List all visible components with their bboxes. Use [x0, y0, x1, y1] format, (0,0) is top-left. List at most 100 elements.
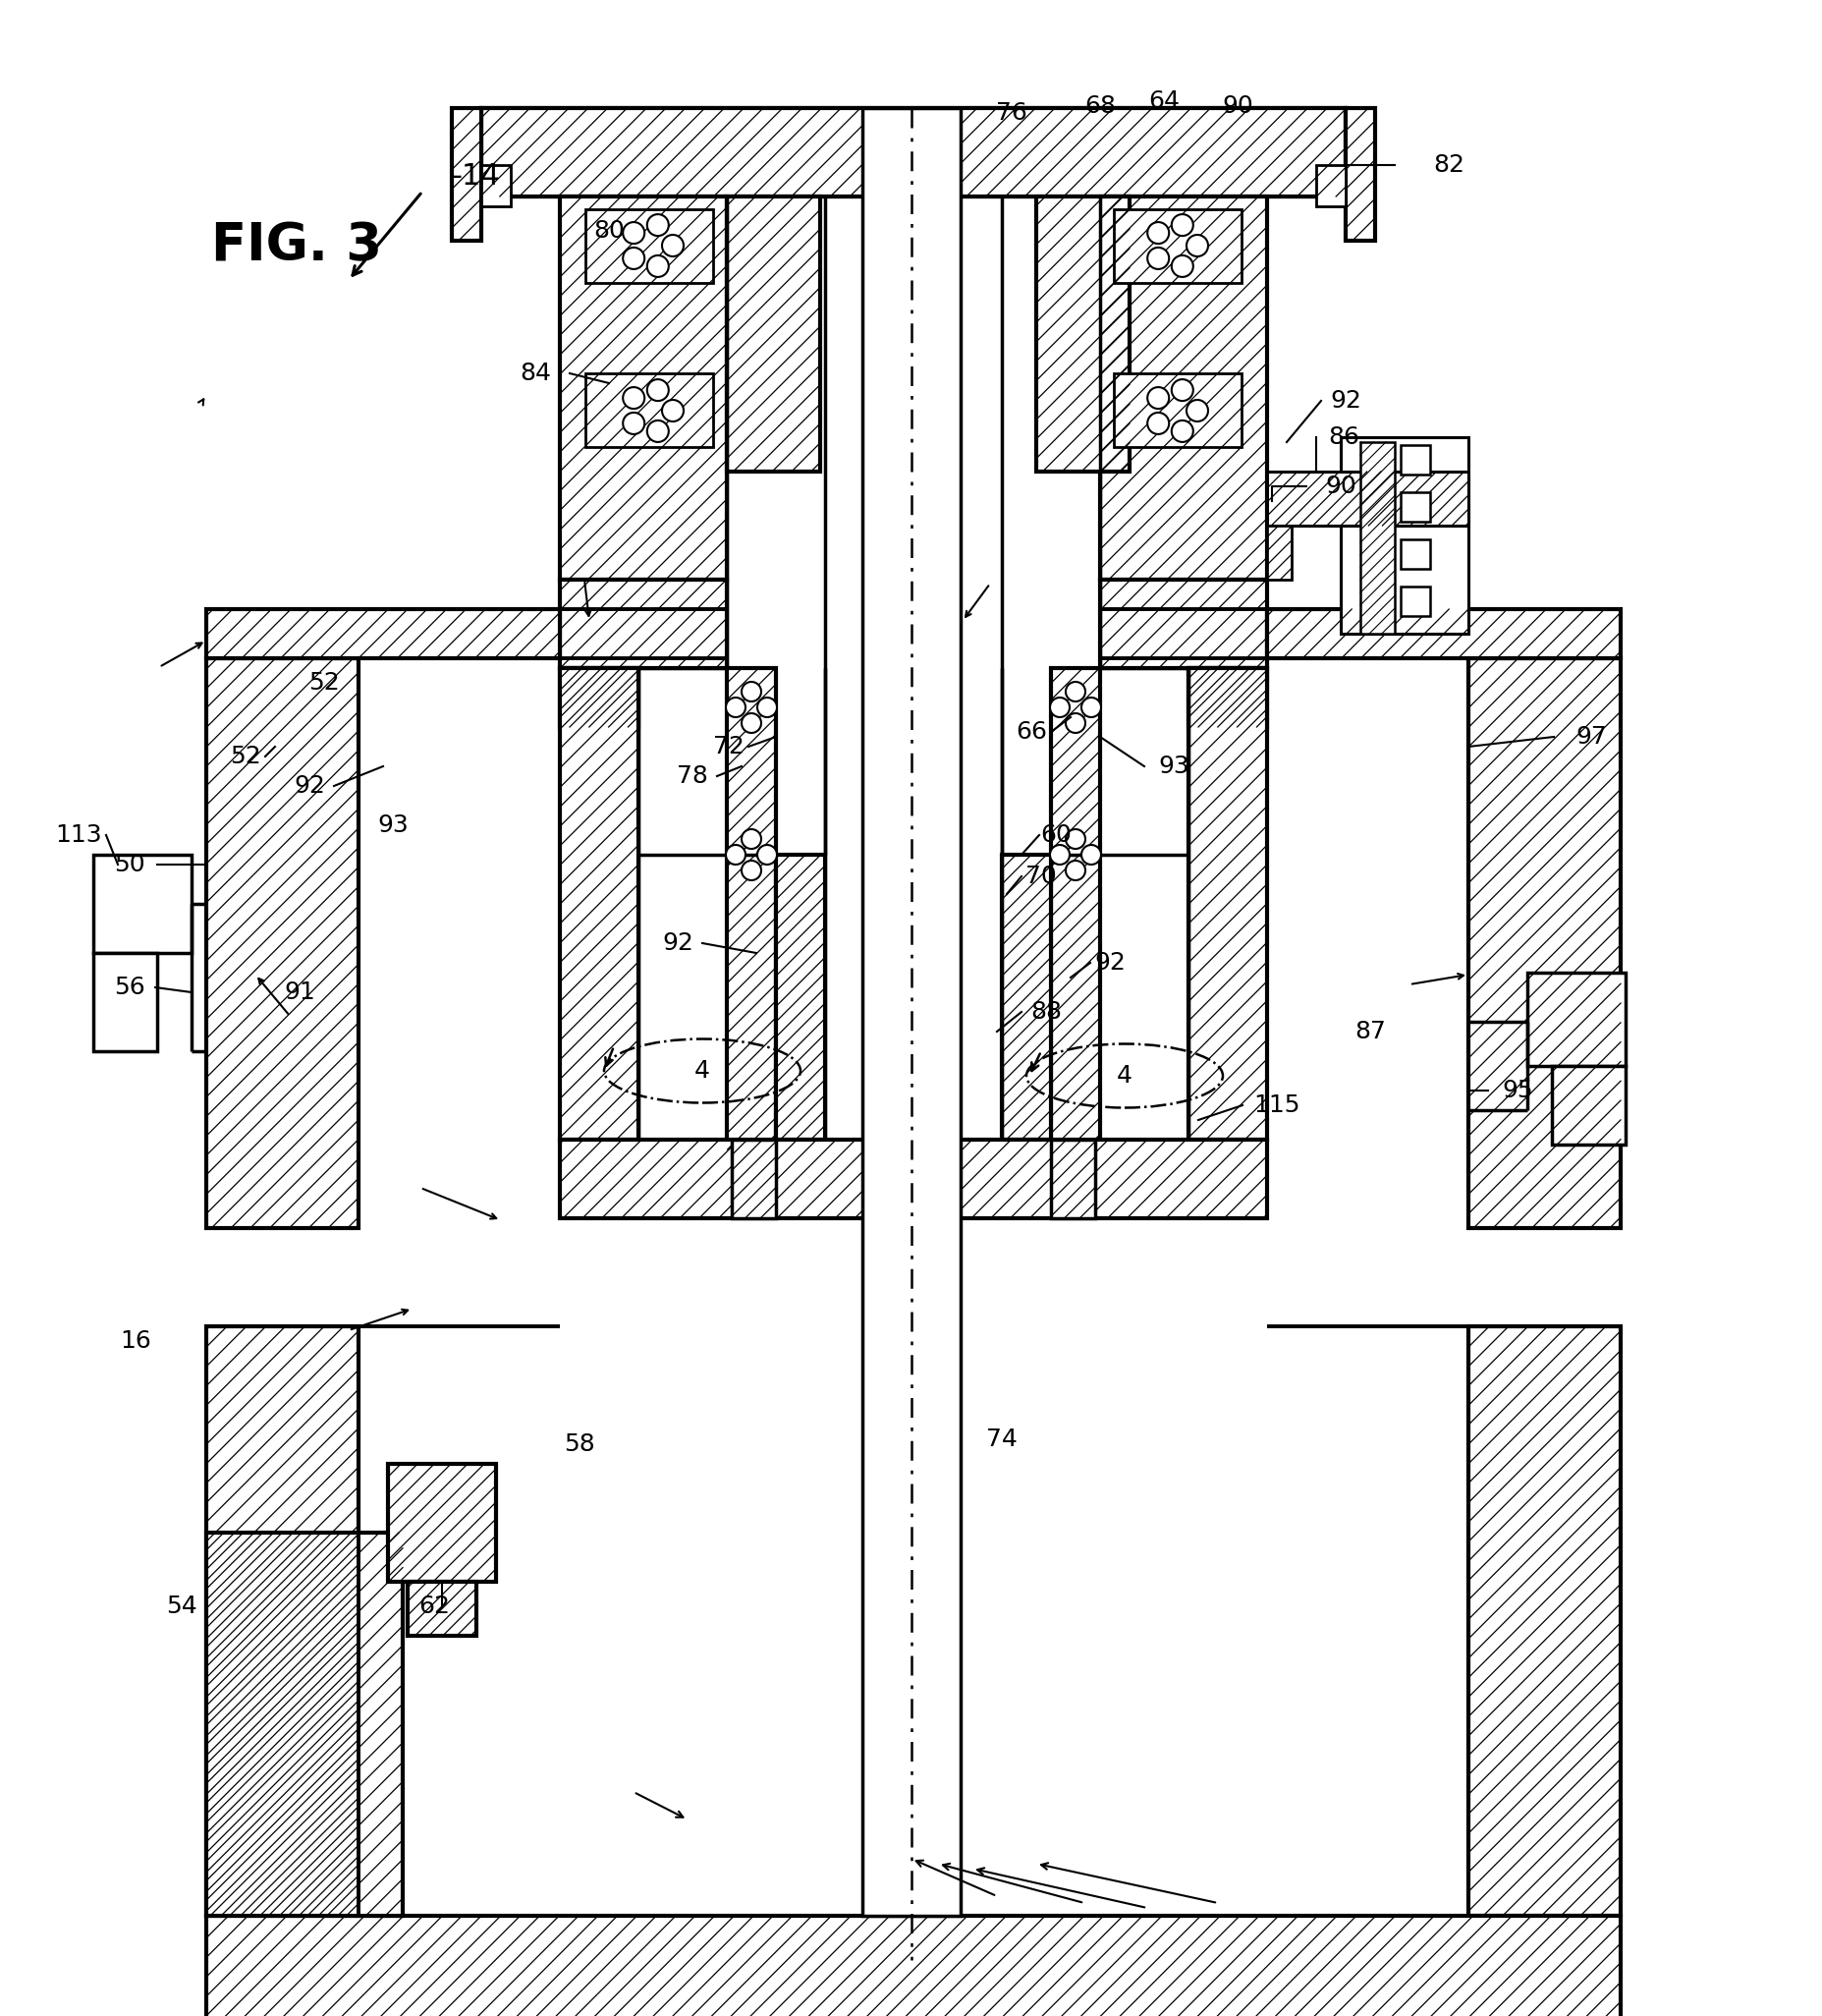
Bar [1339, 437, 1467, 633]
Bar [1315, 165, 1345, 206]
Circle shape [661, 234, 683, 256]
Circle shape [623, 413, 645, 433]
Circle shape [725, 845, 745, 865]
Bar [1467, 1327, 1620, 1915]
Circle shape [1186, 234, 1208, 256]
Circle shape [623, 248, 645, 268]
Bar [1467, 659, 1620, 1228]
Bar [1551, 1066, 1625, 1145]
Bar [1051, 667, 1099, 1149]
Circle shape [725, 698, 745, 718]
Text: 16: 16 [120, 1329, 151, 1353]
Circle shape [1146, 413, 1168, 433]
Bar [481, 109, 1345, 196]
Bar [206, 1915, 1620, 2016]
Bar [1188, 667, 1266, 1139]
Text: 4: 4 [1117, 1064, 1131, 1087]
Text: 93: 93 [377, 814, 408, 837]
Circle shape [1146, 222, 1168, 244]
Bar [731, 1139, 776, 1218]
Bar [559, 667, 638, 1139]
Circle shape [1080, 698, 1100, 718]
Text: 90: 90 [1221, 95, 1252, 117]
Bar [408, 1583, 476, 1635]
Circle shape [756, 698, 776, 718]
Bar [1266, 609, 1620, 659]
Text: 86: 86 [1326, 425, 1359, 450]
Text: 54: 54 [166, 1595, 197, 1619]
Text: 50: 50 [115, 853, 146, 877]
Circle shape [1066, 829, 1084, 849]
Text: 4: 4 [694, 1058, 711, 1083]
Text: 58: 58 [563, 1433, 594, 1456]
Bar [206, 659, 359, 1228]
Bar [1113, 373, 1241, 448]
Bar [1359, 442, 1394, 633]
Text: 62: 62 [419, 1595, 450, 1619]
Text: 74: 74 [986, 1427, 1017, 1452]
Bar [206, 1327, 359, 1915]
Text: 60: 60 [1040, 823, 1071, 847]
Bar [1099, 581, 1266, 667]
Circle shape [1080, 845, 1100, 865]
Text: 92: 92 [1330, 389, 1361, 413]
Text: 87: 87 [1354, 1020, 1385, 1044]
Text: 91: 91 [284, 980, 315, 1004]
Bar [388, 1464, 496, 1583]
Circle shape [647, 214, 669, 236]
Text: 84: 84 [519, 361, 550, 385]
Bar [481, 109, 1345, 196]
Text: 92: 92 [661, 931, 692, 956]
Bar [1527, 972, 1625, 1066]
Bar [559, 581, 727, 667]
Circle shape [1066, 861, 1084, 881]
Text: 92: 92 [1093, 952, 1124, 974]
Bar [1188, 667, 1266, 728]
Text: 80: 80 [592, 220, 625, 242]
Bar [862, 109, 960, 1915]
Circle shape [742, 829, 762, 849]
Circle shape [1172, 214, 1193, 236]
Circle shape [1172, 256, 1193, 276]
Circle shape [1049, 698, 1070, 718]
Circle shape [647, 379, 669, 401]
Circle shape [1172, 379, 1193, 401]
Text: 78: 78 [676, 764, 707, 788]
Bar [559, 1139, 1266, 1218]
Circle shape [661, 399, 683, 421]
Text: 56: 56 [115, 976, 146, 1000]
Text: 95: 95 [1501, 1079, 1532, 1103]
Circle shape [1049, 845, 1070, 865]
Bar [452, 109, 481, 240]
Circle shape [756, 845, 776, 865]
Bar [1051, 1139, 1095, 1218]
Circle shape [742, 681, 762, 702]
Bar [1399, 492, 1428, 522]
Text: 52: 52 [308, 671, 339, 696]
Bar [727, 667, 776, 1149]
Bar [559, 196, 727, 581]
Circle shape [623, 222, 645, 244]
Circle shape [1172, 421, 1193, 442]
Circle shape [1146, 387, 1168, 409]
Text: 64: 64 [1148, 89, 1179, 113]
Circle shape [1186, 399, 1208, 421]
Circle shape [742, 714, 762, 734]
Circle shape [1146, 248, 1168, 268]
Bar [93, 954, 157, 1050]
Text: 97: 97 [1574, 726, 1605, 748]
Text: FIG. 3: FIG. 3 [211, 220, 383, 272]
Bar [585, 210, 712, 282]
Text: 68: 68 [1084, 95, 1115, 117]
Text: 66: 66 [1015, 720, 1046, 744]
Circle shape [1066, 714, 1084, 734]
Text: 113: 113 [55, 823, 102, 847]
Text: 72: 72 [712, 736, 743, 758]
Circle shape [623, 387, 645, 409]
Bar [1266, 472, 1467, 526]
Text: 92: 92 [293, 774, 324, 798]
Bar [1266, 526, 1292, 581]
Circle shape [647, 421, 669, 442]
Text: 115: 115 [1254, 1093, 1299, 1117]
Bar [776, 855, 825, 1139]
